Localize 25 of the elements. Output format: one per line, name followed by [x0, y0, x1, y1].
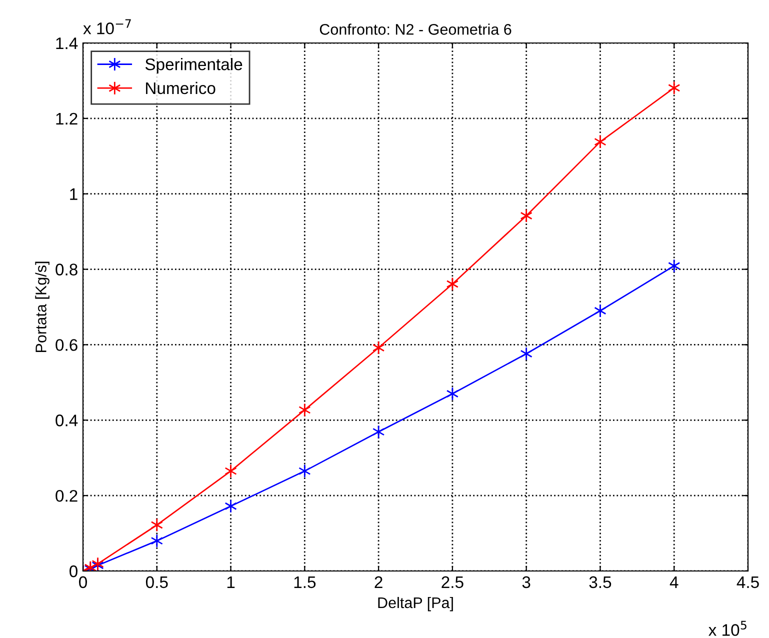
y-tick-label: 0.4	[56, 414, 78, 426]
x-tick-label: 4.5	[736, 576, 759, 588]
y-axis-title: Portata [Kg/s]	[35, 262, 50, 352]
x-tick-label: 3.5	[589, 576, 612, 588]
y-tick-label: 0.6	[56, 339, 78, 351]
legend-label: Numerico	[146, 82, 216, 94]
x-tick-label: 0	[79, 576, 87, 588]
text: x 10$^{5}$	[708, 620, 746, 636]
x-tick-label: 2	[374, 576, 382, 588]
x-tick-label: 1	[227, 576, 235, 588]
chart-title: Confronto: N2 - Geometria 6	[320, 24, 512, 35]
y-tick-label: 1.2	[56, 112, 78, 124]
y-tick-label: 0.2	[56, 490, 78, 502]
x-tick-label: 3	[522, 576, 530, 588]
y-tick-label: 0.8	[56, 264, 78, 276]
legend-label: Sperimentale	[145, 58, 242, 74]
text: x 10$^{−7}$	[83, 19, 131, 34]
x-tick-label: 0.5	[146, 576, 168, 588]
x-tick-label: 4	[670, 576, 678, 588]
y-tick-label: 1.4	[56, 38, 78, 50]
y-tick-label: 0	[70, 565, 78, 578]
x-tick-label: 1.5	[294, 576, 316, 588]
x-axis-title: DeltaP [Pa]	[378, 596, 453, 612]
y-tick-label: 1	[70, 188, 78, 200]
x-tick-label: 2.5	[442, 576, 464, 588]
